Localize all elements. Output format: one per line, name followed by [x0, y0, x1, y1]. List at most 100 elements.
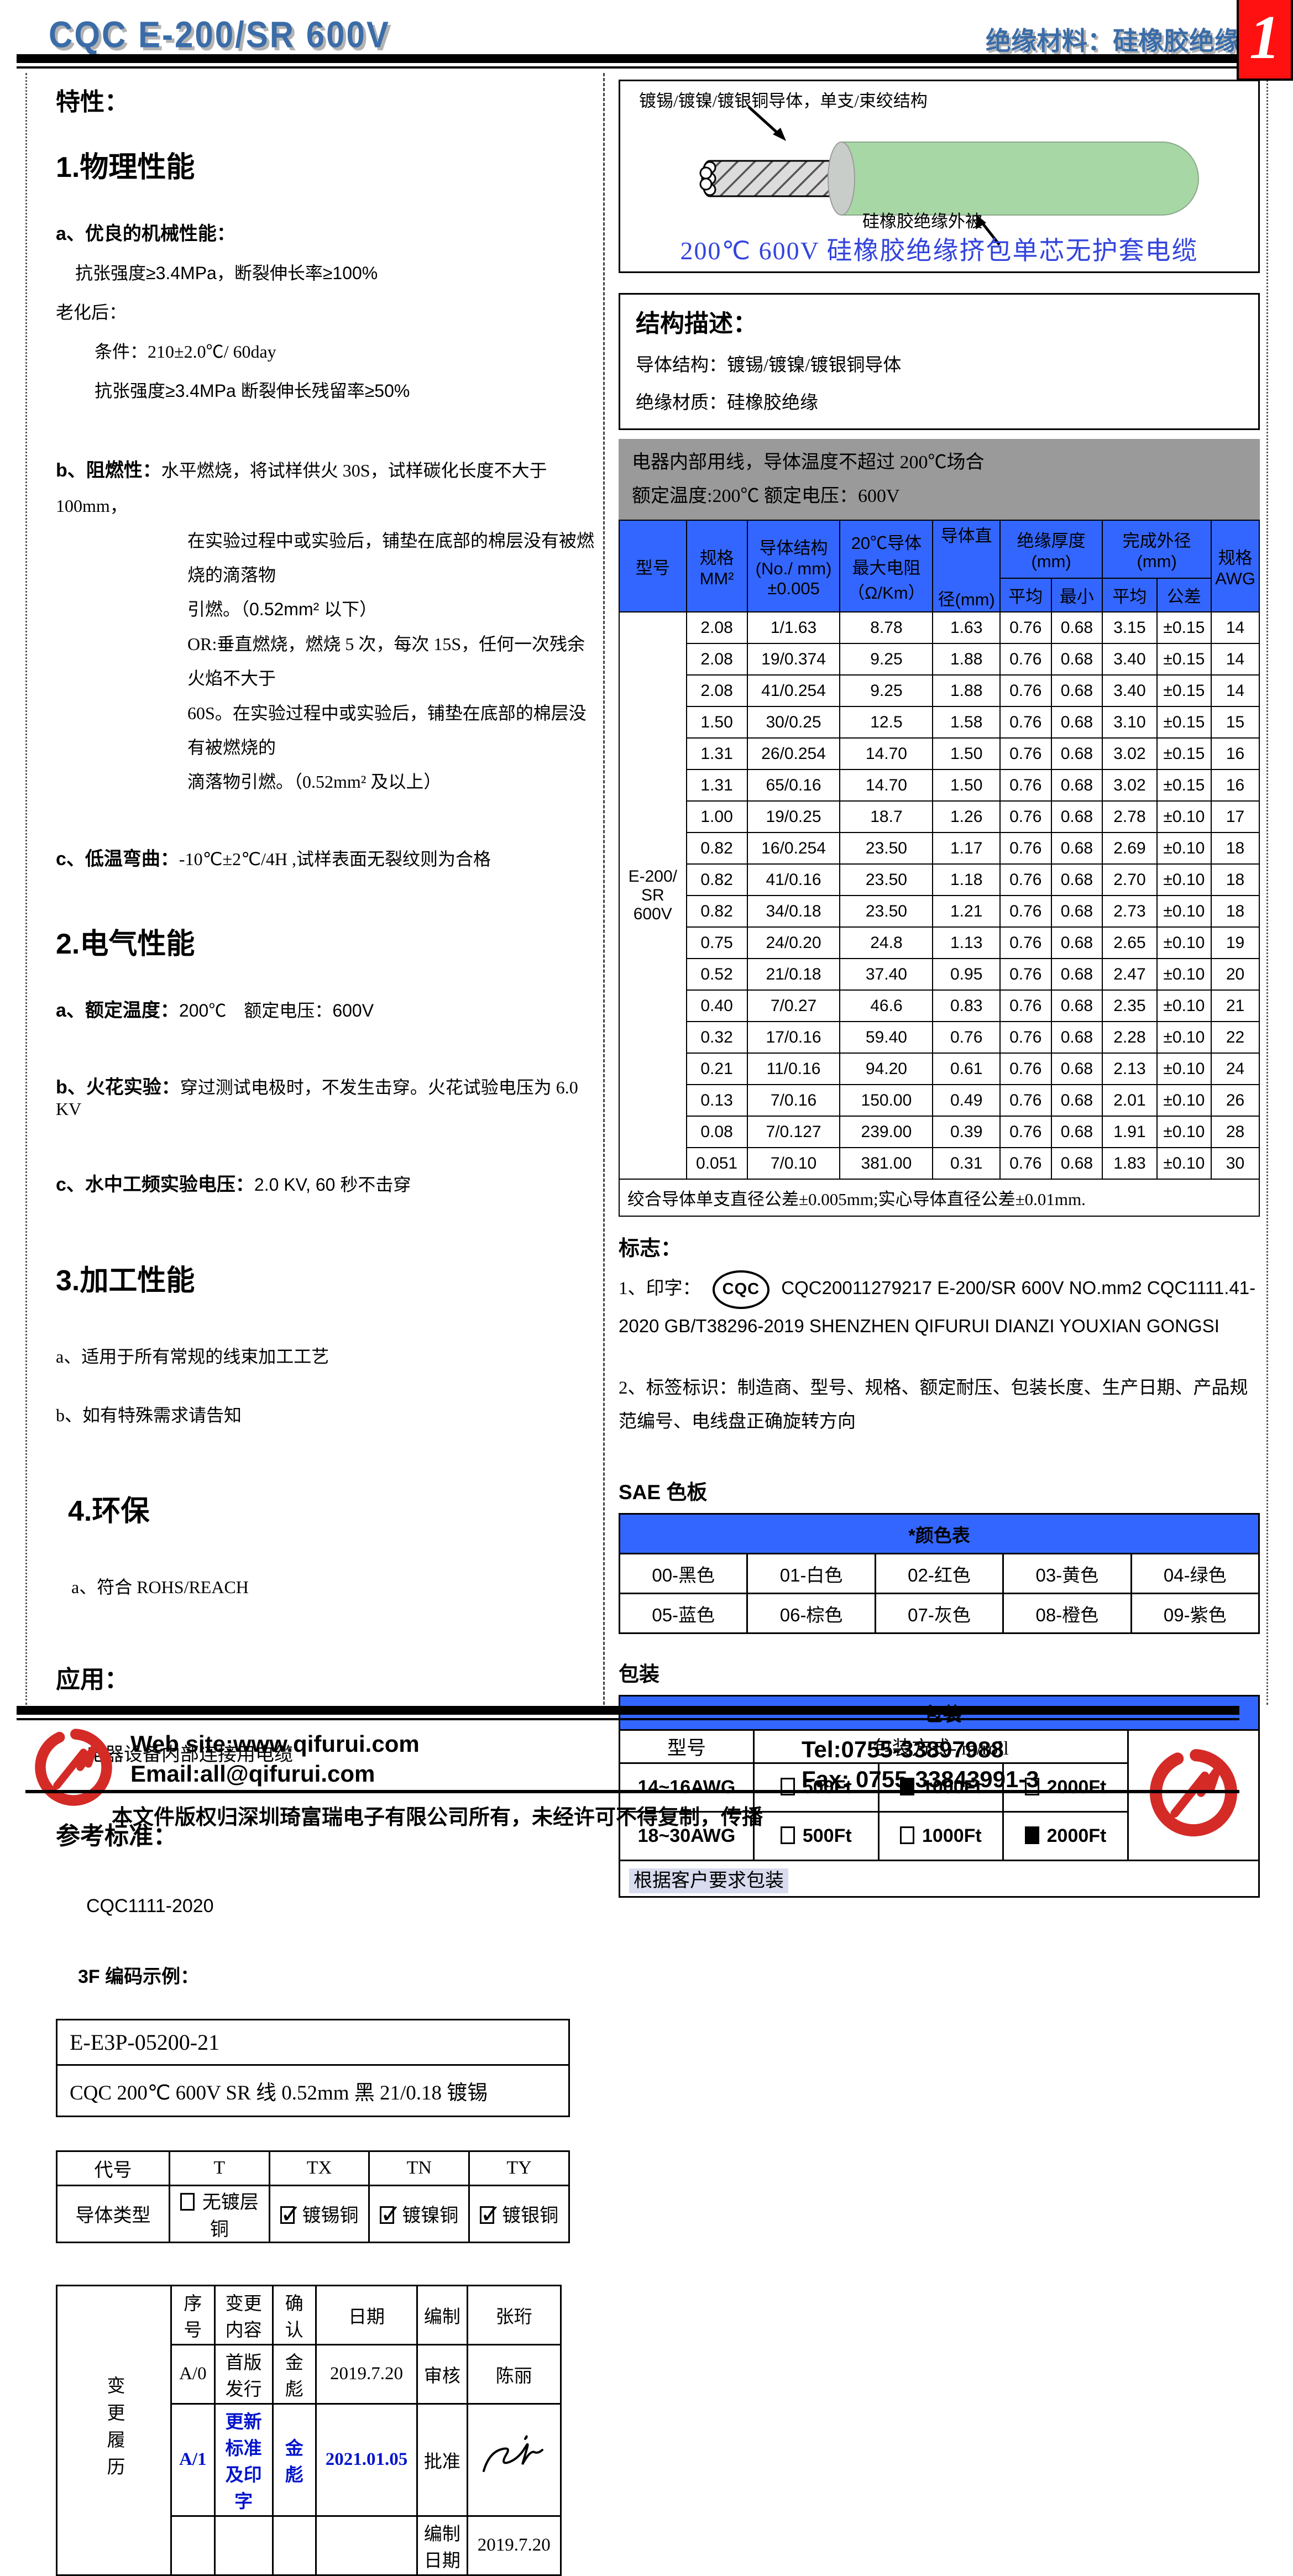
- checkbox-checked-icon[interactable]: [1024, 1826, 1039, 1845]
- spec-cell: 2.73: [1102, 895, 1158, 928]
- color-cell: 02-红色: [874, 1553, 1004, 1595]
- code-example-description: CQC 200℃ 600V SR 线 0.52mm 黑 21/0.18 镀锡: [70, 2081, 488, 2104]
- spec-cell: 0.68: [1050, 863, 1103, 897]
- spec-cell: 0.68: [1050, 989, 1103, 1023]
- spec-cell: 1.50: [685, 706, 748, 739]
- spec-cell: 0.13: [685, 1084, 748, 1117]
- spec-cell: 0.83: [932, 989, 1001, 1023]
- spec-cell: 0.52: [685, 958, 748, 991]
- spec-cell: 7/0.10: [746, 1147, 841, 1180]
- spec-cell: 0.76: [999, 800, 1052, 834]
- spec-cell: 14: [1211, 674, 1260, 708]
- checkbox-checked-icon[interactable]: [380, 2199, 401, 2229]
- spec-row: 0.21 11/0.16 94.20 0.61 0.76 0.68 2.13 ±0.10 24: [619, 1053, 1260, 1086]
- aging-line: 抗张强度≥3.4MPa 断裂伸长残留率≥50%: [95, 381, 410, 401]
- spec-cell: 1.21: [932, 895, 1001, 928]
- spec-cell: 1.31: [685, 769, 748, 802]
- spec-cell: 37.40: [839, 958, 934, 991]
- spec-cell: 0.95: [932, 958, 1001, 991]
- conductor-arrow-icon: [747, 106, 786, 141]
- marks-item1: 1、印字： CQC CQC20011279217 E-200/SR 600V N…: [619, 1270, 1260, 1343]
- footer-email[interactable]: Email:all@qifurui.com: [130, 1760, 375, 1787]
- revision-drafter-value: 张珩: [466, 2284, 562, 2345]
- spec-cell: 21: [1211, 989, 1260, 1023]
- color-cell: 05-蓝色: [618, 1593, 748, 1635]
- spec-cell: 28: [1211, 1116, 1260, 1149]
- spec-cell: 3.02: [1102, 769, 1158, 802]
- revision-a1-date: 2021.01.05: [315, 2402, 418, 2517]
- spec-row: 1.31 26/0.254 14.70 1.50 0.76 0.68 3.02 ±0.15 16: [619, 737, 1260, 771]
- spec-table: 型号 规格 MM² 导体结构 (No./ mm) ±0.005 20℃导体 最大…: [619, 520, 1260, 1217]
- spec-cell: 14: [1211, 611, 1260, 645]
- checkbox-unchecked-icon[interactable]: [180, 2192, 195, 2211]
- conductor-type-header: T: [168, 2150, 270, 2186]
- revision-date-label: 编制日期: [416, 2515, 468, 2576]
- spec-cell: 0.76: [999, 1084, 1052, 1117]
- spec-cell: 14.70: [839, 737, 934, 771]
- footer-website[interactable]: Web site:www.qifurui.com: [130, 1731, 420, 1757]
- insulation-arrow-icon: [976, 215, 1001, 246]
- rohs-line: a、符合 ROHS/REACH: [71, 1577, 249, 1597]
- conductor-type-header: 代号: [56, 2150, 170, 2186]
- spec-cell: ±0.15: [1156, 737, 1212, 771]
- packaging-col-method: 包装方式- m/roll: [752, 1729, 1129, 1765]
- spec-cell: 0.76: [999, 863, 1052, 897]
- spec-cell: 0.82: [685, 832, 748, 865]
- page-subtitle: 绝缘材料：硅橡胶绝缘: [986, 27, 1240, 55]
- spec-cell: 2.13: [1102, 1053, 1158, 1086]
- spec-cell: ±0.10: [1156, 989, 1212, 1023]
- spec-row: 1.50 30/0.25 12.5 1.58 0.76 0.68 3.10 ±0.15 15: [619, 706, 1260, 739]
- spec-cell: 7/0.16: [746, 1084, 841, 1117]
- checkbox-checked-icon[interactable]: [280, 2199, 301, 2229]
- spec-cell: 3.15: [1102, 611, 1158, 645]
- spec-cell: 24.8: [839, 926, 934, 960]
- spec-cell: ±0.15: [1156, 643, 1212, 676]
- spec-cell: 0.75: [685, 926, 748, 960]
- spec-cell: 3.40: [1102, 643, 1158, 676]
- spec-cell: 0.32: [685, 1021, 748, 1054]
- spec-cell: 22: [1211, 1021, 1260, 1054]
- spec-cell: 1.83: [1102, 1147, 1158, 1180]
- spec-cell: 0.49: [932, 1084, 1001, 1117]
- color-table: *颜色表 00-黑色 01-白色 02-红色 03-黄色 04-绿色 05-蓝色 06-棕…: [618, 1513, 1260, 1635]
- revision-side-label: 变更履历: [56, 2284, 172, 2576]
- code-example-box: E-E3P-05200-21 CQC 200℃ 600V SR 线 0.52mm…: [56, 2018, 570, 2117]
- spec-cell: 0.76: [999, 958, 1052, 991]
- revision-empty-cell: [315, 2515, 418, 2576]
- spec-cell: 0.76: [999, 832, 1052, 865]
- spec-cell: 1.17: [932, 832, 1001, 865]
- revision-a1-confirm: 金彪: [271, 2402, 317, 2517]
- spec-cell: 0.76: [999, 926, 1052, 960]
- spec-row: 0.08 7/0.127 239.00 0.39 0.76 0.68 1.91 ±0.10 28: [619, 1116, 1260, 1149]
- spec-row: 2.08 19/0.374 9.25 1.88 0.76 0.68 3.40 ±0.15 14: [619, 643, 1260, 676]
- usage-line1: 电器内部用线，导体温度不超过 200℃场合: [632, 452, 985, 473]
- checkbox-unchecked-icon[interactable]: [780, 1778, 795, 1796]
- spec-row: 0.75 24/0.20 24.8 1.13 0.76 0.68 2.65 ±0.10 19: [619, 926, 1260, 960]
- revision-empty-cell: [271, 2515, 317, 2576]
- spec-cell: 1.63: [932, 611, 1001, 645]
- spec-row: 0.40 7/0.27 46.6 0.83 0.76 0.68 2.35 ±0.10 21: [619, 989, 1260, 1023]
- spec-cell: 0.76: [999, 1116, 1052, 1149]
- rated-line: a、额定温度：200℃ 额定电压：600V: [56, 999, 374, 1021]
- spec-h-model: 型号: [619, 520, 687, 613]
- spec-cell: ±0.10: [1156, 1021, 1212, 1054]
- spec-cell: 150.00: [839, 1084, 934, 1117]
- spec-cell: 2.08: [685, 674, 748, 708]
- spec-cell: 2.08: [685, 643, 748, 676]
- checkbox-unchecked-icon[interactable]: [780, 1826, 795, 1845]
- spec-cell: 1.91: [1102, 1116, 1158, 1149]
- spec-cell: 0.08: [685, 1116, 748, 1149]
- checkbox-checked-icon[interactable]: [480, 2199, 501, 2229]
- revision-empty-cell: [213, 2515, 274, 2576]
- checkbox-unchecked-icon[interactable]: [900, 1826, 915, 1845]
- spec-cell: 26: [1211, 1084, 1260, 1117]
- packaging-option-label: 500Ft: [802, 1777, 852, 1798]
- spec-cell: ±0.10: [1156, 926, 1212, 960]
- spec-cell: 0.76: [999, 769, 1052, 802]
- spec-cell: 9.25: [839, 674, 934, 708]
- revision-col-seq: 序号: [170, 2284, 216, 2345]
- spec-cell: 1.31: [685, 737, 748, 771]
- spec-cell: 18: [1211, 895, 1260, 928]
- revision-a0-content: 首版发行: [213, 2343, 274, 2405]
- page-number-badge: 1: [1237, 0, 1293, 81]
